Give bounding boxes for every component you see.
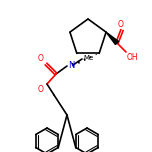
Text: Me: Me — [83, 55, 93, 61]
Text: N: N — [68, 62, 74, 71]
Text: OH: OH — [127, 53, 139, 62]
Polygon shape — [106, 32, 119, 45]
Text: O: O — [38, 54, 44, 63]
Text: O: O — [38, 85, 44, 94]
Text: O: O — [118, 20, 124, 29]
